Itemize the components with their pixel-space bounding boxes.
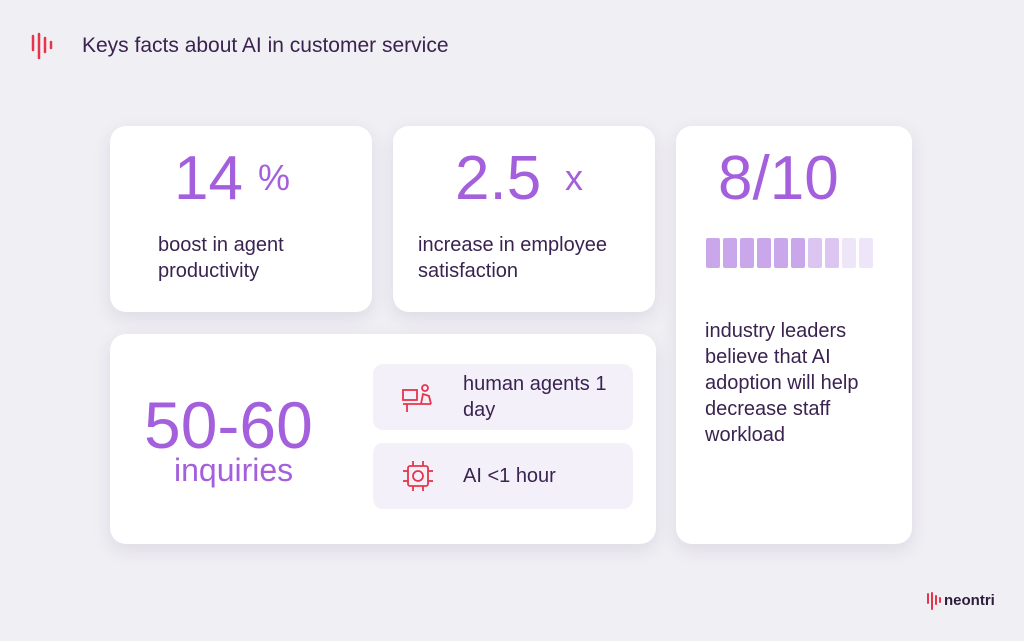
row-text: human agents 1 day <box>463 373 607 421</box>
card: 14 % boost in agent productivity <box>110 126 372 312</box>
stat-text: boost in agent productivity <box>158 234 284 282</box>
card: 50-60 inquiries human agents 1 day AI <1… <box>110 334 656 544</box>
stat-unit: x <box>565 157 583 198</box>
stat-number: 8/10 <box>718 144 839 213</box>
stat-number: 2.5 <box>455 144 542 213</box>
info-row: human agents 1 day <box>373 364 633 430</box>
title: Keys facts about AI in customer service <box>82 34 449 57</box>
card: 8/10 industry leaders believe that AI ad… <box>676 126 912 544</box>
row-text: AI <1 hour <box>463 465 556 487</box>
card: 2.5 x increase in employee satisfaction <box>393 126 655 312</box>
stat-text: industry leaders believe that AI adoptio… <box>705 320 859 446</box>
logo-icon <box>927 592 941 610</box>
stat-number: 50-60 <box>144 388 313 462</box>
logo-text: neontri <box>944 592 995 609</box>
stat-text: increase in employee satisfaction <box>418 234 607 282</box>
title-icon <box>31 32 53 60</box>
stat-unit: % <box>258 157 291 198</box>
ai-chip-icon <box>403 461 433 491</box>
rating-bar <box>706 238 876 273</box>
stat-label: inquiries <box>174 452 294 488</box>
stat-number: 14 <box>174 144 243 213</box>
agent-icon <box>402 384 432 412</box>
info-row: AI <1 hour <box>373 443 633 509</box>
